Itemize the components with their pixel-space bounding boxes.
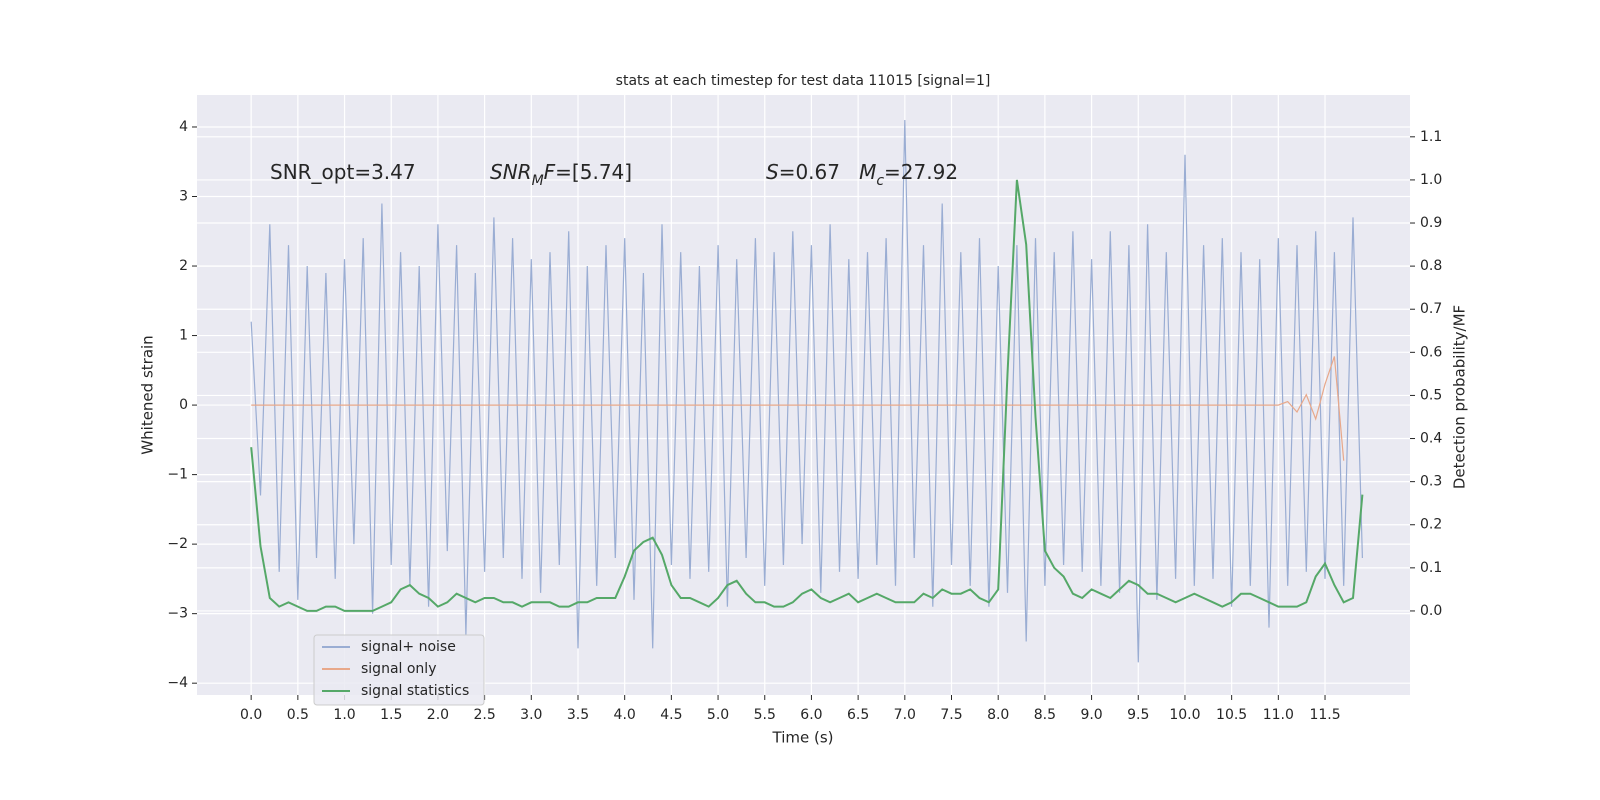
y-tick-label: −3 (167, 606, 188, 622)
annotation: SNR_opt=3.47 (270, 160, 416, 184)
y2-tick-label: 1.0 (1420, 172, 1442, 188)
y2-tick-label: 1.1 (1420, 129, 1442, 145)
x-tick-label: 0.0 (240, 707, 262, 723)
x-axis-label: Time (s) (772, 729, 834, 747)
annotation-part: SNR_opt=3.47 (270, 160, 416, 184)
chart-title: stats at each timestep for test data 110… (616, 73, 991, 89)
x-tick-label: 5.5 (754, 707, 776, 723)
x-tick-label: 0.5 (287, 707, 309, 723)
y-tick-label: −1 (167, 467, 188, 483)
x-tick-label: 9.0 (1080, 707, 1102, 723)
y2-tick-label: 0.4 (1420, 431, 1442, 447)
x-tick-label: 1.0 (333, 707, 355, 723)
x-tick-label: 6.5 (847, 707, 869, 723)
annotation-part: =[5.74] (555, 160, 632, 184)
x-tick-label: 8.5 (1034, 707, 1056, 723)
annotation: S=0.67 Mc=27.92 (766, 160, 958, 190)
x-tick-label: 5.0 (707, 707, 729, 723)
y-tick-label: −4 (167, 675, 188, 691)
x-tick-label: 8.0 (987, 707, 1009, 723)
annotation-part: F (544, 160, 556, 184)
annotation: SNRMF=[5.74] (490, 160, 632, 190)
x-tick-label: 11.0 (1263, 707, 1294, 723)
x-tick-label: 2.5 (473, 707, 495, 723)
annotation-part: =0.67 (779, 160, 859, 184)
legend-label: signal statistics (361, 683, 469, 699)
y2-tick-label: 0.6 (1420, 344, 1442, 360)
x-tick-label: 4.0 (614, 707, 636, 723)
y2-tick-label: 0.5 (1420, 387, 1442, 403)
x-tick-label: 10.0 (1169, 707, 1200, 723)
annotation-part: SNR (490, 160, 532, 184)
x-tick-label: 7.5 (940, 707, 962, 723)
legend: signal+ noise signal only signal statistic… (313, 634, 485, 706)
legend-label: signal only (361, 661, 436, 677)
x-tick-label: 4.5 (660, 707, 682, 723)
x-tick-label: 10.5 (1216, 707, 1247, 723)
annotation-part: M (859, 160, 876, 184)
y2-tick-label: 0.8 (1420, 258, 1442, 274)
x-tick-label: 6.0 (800, 707, 822, 723)
y-tick-label: 1 (179, 328, 188, 344)
y-axis-label: Whitened strain (139, 335, 157, 454)
y-tick-label: 0 (179, 397, 188, 413)
y2-tick-label: 0.0 (1420, 603, 1442, 619)
y-tick-label: −2 (167, 536, 188, 552)
x-tick-label: 11.5 (1309, 707, 1340, 723)
y-tick-label: 3 (179, 189, 188, 205)
annotation-part: =27.92 (884, 160, 958, 184)
annotation-part: M (532, 173, 544, 189)
annotation-part: c (876, 173, 884, 189)
y2-tick-label: 0.2 (1420, 517, 1442, 533)
annotation-part: S (766, 160, 779, 184)
y2-tick-label: 0.1 (1420, 560, 1442, 576)
legend-label: signal+ noise (361, 639, 456, 655)
series-line (250, 119, 1363, 663)
legend-box (313, 634, 485, 706)
y2-tick-label: 0.3 (1420, 474, 1442, 490)
series-line (250, 179, 1364, 612)
y2-tick-label: 0.9 (1420, 215, 1442, 231)
y2-tick-label: 0.7 (1420, 301, 1442, 317)
x-tick-label: 7.0 (894, 707, 916, 723)
y2-axis-label: Detection probability/MF (1451, 305, 1469, 489)
x-tick-label: 9.5 (1127, 707, 1149, 723)
x-tick-label: 3.0 (520, 707, 542, 723)
x-tick-label: 1.5 (380, 707, 402, 723)
x-tick-label: 3.5 (567, 707, 589, 723)
x-tick-label: 2.0 (427, 707, 449, 723)
series-line (251, 356, 1345, 461)
y-tick-label: 4 (179, 119, 188, 135)
y-tick-label: 2 (179, 258, 188, 274)
